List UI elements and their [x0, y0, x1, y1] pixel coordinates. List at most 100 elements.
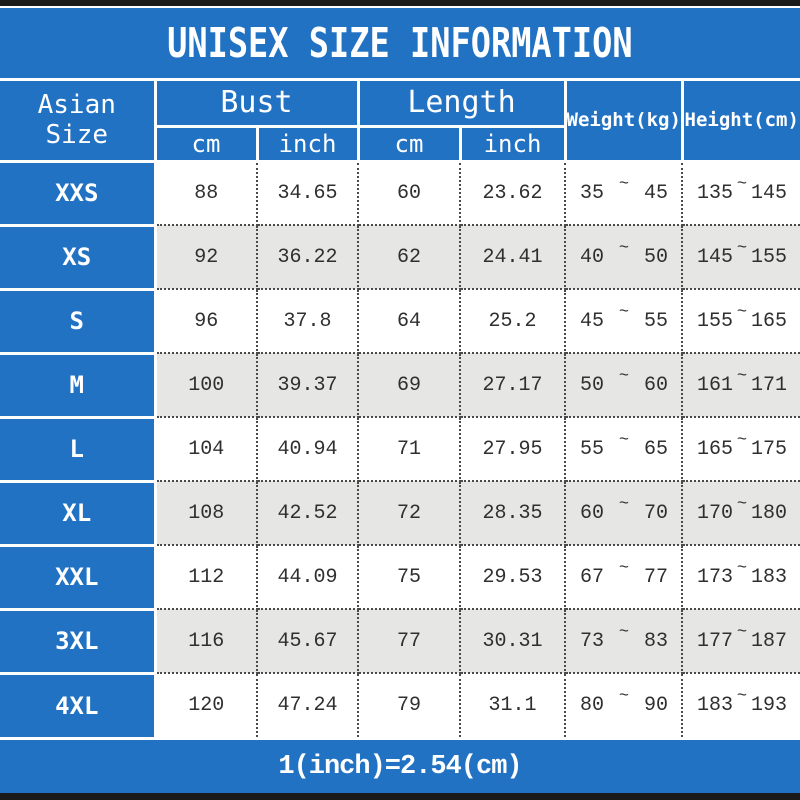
bust-inch-value: 42.52 [257, 481, 359, 546]
size-label: XL [0, 481, 157, 547]
size-label: M [0, 353, 157, 419]
table-row: L 104 40.94 71 27.95 55 ~65 165 ~175 [0, 417, 800, 483]
sub-header-bust-inch: inch [255, 126, 360, 163]
weight-min: 40 [580, 245, 605, 269]
height-range-wrap: 170 ~180 [683, 495, 800, 525]
height-range-wrap: 183 ~193 [683, 687, 800, 717]
weight-range: 45 ~55 [565, 289, 683, 354]
length-cm-value: 60 [358, 161, 461, 226]
height-max: 165 [750, 309, 787, 333]
weight-max: 50 [643, 245, 668, 269]
bust-cm-value: 100 [155, 353, 258, 418]
weight-range-wrap: 45 ~55 [566, 303, 681, 333]
bust-inch-value: 34.65 [257, 161, 359, 226]
tilde-glyph: ~ [618, 430, 630, 450]
height-max: 155 [750, 245, 787, 269]
table-row: XXL 112 44.09 75 29.53 67 ~77 173 ~183 [0, 545, 800, 611]
tilde-glyph: ~ [618, 494, 630, 514]
bottom-frame-bar [0, 793, 800, 800]
weight-range: 40 ~50 [565, 225, 683, 290]
height-min: 170 [697, 501, 734, 525]
length-cm-value: 75 [358, 545, 461, 610]
height-max: 180 [750, 501, 787, 525]
height-range-wrap: 135 ~145 [683, 175, 800, 205]
weight-min: 73 [580, 629, 605, 653]
weight-max: 70 [643, 501, 668, 525]
height-range-wrap: 155 ~165 [683, 303, 800, 333]
weight-range-wrap: 35 ~45 [566, 175, 681, 205]
height-min: 177 [697, 629, 734, 653]
height-range-wrap: 173 ~183 [683, 559, 800, 589]
weight-range: 60 ~70 [565, 481, 683, 546]
tilde-glyph: ~ [736, 622, 748, 642]
table-row: XL 108 42.52 72 28.35 60 ~70 170 ~180 [0, 481, 800, 547]
height-range: 177 ~187 [682, 609, 800, 674]
bust-inch-value: 39.37 [257, 353, 359, 418]
length-inch-value: 28.35 [460, 481, 566, 546]
size-label: 4XL [0, 673, 157, 737]
weight-min: 50 [580, 373, 605, 397]
bust-inch-value: 37.8 [257, 289, 359, 354]
table-row: M 100 39.37 69 27.17 50 ~60 161 ~171 [0, 353, 800, 419]
tilde-glyph: ~ [736, 174, 748, 194]
weight-range-wrap: 73 ~83 [566, 623, 681, 653]
length-inch-value: 31.1 [460, 673, 566, 737]
weight-range: 67 ~77 [565, 545, 683, 610]
page-title: UNISEX SIZE INFORMATION [167, 19, 633, 67]
length-cm-value: 71 [358, 417, 461, 482]
weight-max: 65 [643, 437, 668, 461]
height-min: 161 [697, 373, 734, 397]
weight-range-wrap: 55 ~65 [566, 431, 681, 461]
height-min: 145 [697, 245, 734, 269]
height-min: 183 [697, 694, 734, 717]
height-range: 173 ~183 [682, 545, 800, 610]
tilde-glyph: ~ [736, 302, 748, 322]
tilde-glyph: ~ [736, 494, 748, 514]
weight-min: 55 [580, 437, 605, 461]
table-row: S 96 37.8 64 25.2 45 ~55 155 ~165 [0, 289, 800, 355]
table-row: 3XL 116 45.67 77 30.31 73 ~83 177 ~187 [0, 609, 800, 675]
bust-cm-value: 88 [155, 161, 258, 226]
header-weight: Weight(kg) [563, 81, 684, 163]
tilde-glyph: ~ [618, 366, 630, 386]
height-range-wrap: 145 ~155 [683, 239, 800, 269]
size-label: S [0, 289, 157, 355]
size-label: XS [0, 225, 157, 291]
length-cm-value: 64 [358, 289, 461, 354]
length-inch-value: 30.31 [460, 609, 566, 674]
weight-max: 90 [643, 694, 668, 717]
weight-range: 73 ~83 [565, 609, 683, 674]
tilde-glyph: ~ [736, 687, 748, 706]
weight-range-wrap: 60 ~70 [566, 495, 681, 525]
table-body: XXS 88 34.65 60 23.62 35 ~45 135 ~145 XS 9… [0, 161, 800, 737]
conversion-note: 1(inch)=2.54(cm) [278, 751, 522, 782]
tilde-glyph: ~ [618, 174, 630, 194]
corner-header-asian-size: Asian Size [0, 81, 157, 163]
bust-cm-value: 116 [155, 609, 258, 674]
header-height: Height(cm) [680, 81, 800, 163]
height-min: 165 [697, 437, 734, 461]
length-inch-value: 29.53 [460, 545, 566, 610]
bust-cm-value: 96 [155, 289, 258, 354]
length-inch-value: 25.2 [460, 289, 566, 354]
bust-cm-value: 104 [155, 417, 258, 482]
length-inch-value: 24.41 [460, 225, 566, 290]
bust-cm-value: 120 [155, 673, 258, 737]
weight-min: 60 [580, 501, 605, 525]
bust-cm-value: 112 [155, 545, 258, 610]
tilde-glyph: ~ [618, 238, 630, 258]
bust-cm-value: 92 [155, 225, 258, 290]
sub-header-length-inch: inch [458, 126, 567, 163]
length-cm-value: 72 [358, 481, 461, 546]
height-range: 165 ~175 [682, 417, 800, 482]
height-range: 145 ~155 [682, 225, 800, 290]
tilde-glyph: ~ [736, 558, 748, 578]
height-range: 183 ~193 [682, 673, 800, 737]
weight-min: 67 [580, 565, 605, 589]
tilde-glyph: ~ [618, 687, 630, 706]
header-group-row: Asian Size Bust Length Weight(kg) Height… [0, 81, 800, 163]
size-label: XXS [0, 161, 157, 227]
height-range: 135 ~145 [682, 161, 800, 226]
length-inch-value: 27.95 [460, 417, 566, 482]
height-range-wrap: 177 ~187 [683, 623, 800, 653]
